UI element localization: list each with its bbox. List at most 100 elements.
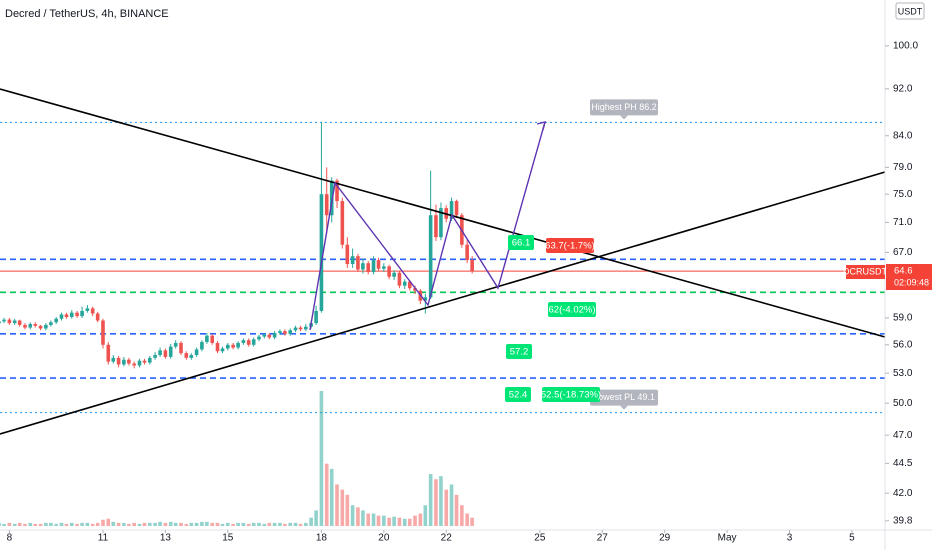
- candle-body: [106, 344, 111, 362]
- candle-body: [210, 335, 215, 343]
- volume-bar: [439, 476, 443, 526]
- candle-body: [241, 340, 246, 343]
- volume-bar: [12, 523, 17, 526]
- volume-bar: [158, 521, 162, 526]
- volume-bar: [23, 523, 27, 526]
- candle-body: [122, 359, 126, 365]
- level-label: Highest PH 86.2: [591, 102, 657, 112]
- volume-bar: [382, 515, 386, 526]
- candle-body: [345, 244, 350, 264]
- candle-body: [85, 308, 90, 311]
- candle-body: [17, 320, 22, 325]
- candle-body: [231, 344, 235, 348]
- volume-bar: [116, 522, 121, 526]
- volume-bar: [449, 484, 454, 526]
- candle-body: [407, 281, 412, 289]
- candle-body: [0, 321, 1, 324]
- volume-bar: [356, 507, 360, 526]
- volume-bar: [142, 522, 147, 526]
- candle-body: [413, 288, 417, 291]
- volume-bar: [59, 522, 64, 526]
- volume-bar: [366, 513, 371, 526]
- candle-body: [54, 318, 58, 323]
- trend-line: [0, 171, 886, 435]
- volume-bar: [179, 522, 183, 526]
- x-tick-label: 13: [160, 533, 172, 544]
- candle-body: [304, 326, 308, 330]
- candle-body: [382, 266, 386, 269]
- candle-body: [75, 312, 79, 317]
- volume-bar: [173, 522, 178, 526]
- arrow-head: [536, 121, 546, 131]
- volume-bar: [397, 517, 402, 526]
- volume-bar: [90, 523, 95, 526]
- candle-body: [7, 319, 12, 324]
- candle-body: [251, 339, 256, 345]
- volume-bar: [387, 517, 391, 526]
- volume-bar: [371, 513, 376, 526]
- candle-body: [44, 324, 48, 329]
- volume-bar: [85, 522, 90, 526]
- candle-body: [226, 344, 230, 349]
- candle-body: [371, 260, 376, 272]
- x-tick-label: 11: [98, 533, 109, 544]
- volume-bar: [257, 522, 261, 526]
- volume-bar: [163, 522, 168, 526]
- trend-line: [0, 88, 886, 338]
- candle-body: [90, 308, 95, 314]
- volume-bar: [122, 522, 126, 526]
- candle-body: [257, 336, 261, 340]
- volume-bar: [428, 474, 433, 526]
- candle-body: [179, 342, 183, 354]
- candle-body: [127, 359, 131, 364]
- volume-bar: [194, 522, 199, 526]
- candle-body: [278, 331, 282, 333]
- volume-bar: [454, 494, 459, 526]
- y-tick-label: 71.0: [893, 217, 913, 228]
- tag: [506, 344, 532, 359]
- volume-bar: [80, 522, 84, 526]
- volume-bar: [147, 522, 152, 526]
- volume-bar: [215, 522, 220, 526]
- y-tick-label: 100.0: [893, 40, 918, 51]
- candle-body: [454, 201, 459, 216]
- candle-body: [28, 324, 33, 328]
- candle-body: [329, 180, 334, 216]
- volume-bar: [293, 522, 298, 526]
- volume-bar: [262, 523, 267, 526]
- x-tick-label: 25: [534, 533, 546, 544]
- volume-bar: [69, 522, 74, 526]
- candle-body: [116, 357, 121, 365]
- countdown: 02:09:48: [894, 277, 929, 287]
- candle-body: [69, 312, 74, 318]
- volume-bar: [272, 522, 277, 526]
- volume-bar: [111, 521, 116, 526]
- y-tick-label: 75.0: [893, 189, 913, 200]
- x-tick-label: 15: [222, 533, 234, 544]
- chart-title: Decred / TetherUS, 4h, BINANCE: [5, 8, 169, 20]
- candle-body: [205, 335, 209, 343]
- symbol: DCRUSDT: [843, 266, 888, 276]
- candle-body: [267, 334, 272, 338]
- volume-bar: [329, 468, 334, 526]
- volume-bar: [392, 516, 396, 526]
- candle-body: [95, 313, 100, 321]
- candle-body: [366, 263, 371, 272]
- volume-bar: [470, 517, 474, 526]
- volume-bar: [226, 522, 230, 526]
- volume-bar: [402, 518, 407, 526]
- tag-text: 52.4: [509, 390, 528, 401]
- volume-bar: [423, 505, 428, 526]
- volume-bar: [251, 522, 256, 526]
- volume-bar: [101, 519, 105, 526]
- candle-body: [423, 297, 428, 301]
- candle-body: [392, 272, 396, 277]
- volume-bar: [153, 522, 157, 526]
- candle-body: [340, 201, 345, 245]
- volume-bar: [283, 523, 287, 526]
- candle-body: [324, 194, 329, 216]
- tag: [546, 238, 594, 253]
- volume-bar: [324, 463, 329, 526]
- tag: [508, 235, 534, 250]
